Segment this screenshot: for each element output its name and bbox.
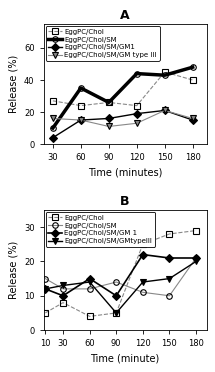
Line: EggPC/Chol/SM/GMtypeIII: EggPC/Chol/SM/GMtypeIII: [42, 258, 200, 317]
EggPC/Chol: [168, 232, 171, 236]
Line: EggPC/Chol: EggPC/Chol: [50, 69, 195, 108]
Text: B: B: [120, 195, 130, 208]
X-axis label: Time (minutes): Time (minutes): [88, 168, 162, 178]
EggPC/Chol: [108, 100, 110, 105]
Y-axis label: Release (%): Release (%): [8, 55, 18, 113]
EggPC/Chol/SM/GM 1: [44, 287, 47, 291]
EggPC/Chol/SM/GM 1: [115, 294, 118, 298]
EggPC/Chol: [135, 103, 138, 108]
EggPC/Chol/SM/GMtypeIII: [115, 311, 118, 315]
EggPC/Chol/SM: [88, 287, 91, 291]
EggPC/Chol: [141, 242, 144, 247]
EggPC/Chol/SM/GM type III: [135, 121, 138, 125]
EggPC/Chol/SM/GMtypeIII: [62, 283, 64, 288]
EggPC/Chol/SM: [62, 287, 64, 291]
Line: EggPC/Chol/SM: EggPC/Chol/SM: [50, 64, 195, 131]
EggPC/Chol: [163, 70, 166, 74]
EggPC/Chol/SM: [115, 280, 118, 284]
EggPC/Chol/SM/GM type III: [108, 124, 110, 129]
EggPC/Chol/SM: [191, 65, 194, 70]
EggPC/Chol/SM/GMtypeIII: [141, 280, 144, 284]
EggPC/Chol/SM/GM type III: [163, 108, 166, 113]
Line: EggPC/Chol/SM/GM1: EggPC/Chol/SM/GM1: [50, 108, 195, 141]
X-axis label: Time (minute): Time (minute): [91, 354, 160, 364]
EggPC/Chol/SM/GM 1: [62, 294, 64, 298]
EggPC/Chol/SM: [168, 294, 171, 298]
EggPC/Chol/SM: [80, 86, 82, 90]
EggPC/Chol: [80, 103, 82, 108]
EggPC/Chol/SM/GMtypeIII: [44, 287, 47, 291]
EggPC/Chol: [62, 300, 64, 305]
EggPC/Chol: [44, 311, 47, 315]
Legend: EggPC/Chol, EggPC/Chol/SM, EggPC/Chol/SM/GM 1, EggPC/Chol/SM/GMtypeIII: EggPC/Chol, EggPC/Chol/SM, EggPC/Chol/SM…: [46, 212, 155, 247]
EggPC/Chol/SM/GMtypeIII: [195, 259, 197, 264]
EggPC/Chol/SM/GM 1: [88, 276, 91, 281]
EggPC/Chol: [195, 228, 197, 233]
EggPC/Chol/SM/GM type III: [52, 116, 54, 121]
EggPC/Chol/SM/GM1: [80, 118, 82, 122]
Line: EggPC/Chol/SM: EggPC/Chol/SM: [43, 255, 199, 299]
Y-axis label: Release (%): Release (%): [8, 241, 18, 299]
Text: A: A: [120, 9, 130, 22]
Line: EggPC/Chol: EggPC/Chol: [43, 228, 199, 319]
EggPC/Chol/SM/GM 1: [141, 252, 144, 257]
Line: EggPC/Chol/SM/GM type III: EggPC/Chol/SM/GM type III: [49, 107, 196, 130]
EggPC/Chol/SM: [135, 71, 138, 76]
EggPC/Chol/SM: [44, 276, 47, 281]
EggPC/Chol/SM/GM1: [108, 116, 110, 121]
Legend: EggPC/Chol, EggPC/Chol/SM, EggPC/Chol/SM/GM1, EggPC/Chol/SM/GM type III: EggPC/Chol, EggPC/Chol/SM, EggPC/Chol/SM…: [46, 26, 160, 61]
EggPC/Chol/SM: [163, 73, 166, 77]
EggPC/Chol/SM/GM1: [52, 135, 54, 140]
EggPC/Chol: [115, 311, 118, 315]
EggPC/Chol/SM: [108, 100, 110, 105]
EggPC/Chol/SM/GM1: [191, 118, 194, 122]
EggPC/Chol: [191, 78, 194, 82]
EggPC/Chol/SM/GMtypeIII: [88, 280, 91, 284]
EggPC/Chol/SM/GM 1: [195, 256, 197, 260]
EggPC/Chol: [52, 99, 54, 103]
EggPC/Chol/SM/GM type III: [191, 116, 194, 121]
EggPC/Chol/SM/GM 1: [168, 256, 171, 260]
EggPC/Chol/SM/GMtypeIII: [168, 276, 171, 281]
EggPC/Chol/SM: [52, 126, 54, 130]
EggPC/Chol/SM/GM type III: [80, 118, 82, 122]
EggPC/Chol/SM: [195, 256, 197, 260]
EggPC/Chol/SM: [141, 290, 144, 295]
EggPC/Chol/SM/GM1: [163, 108, 166, 113]
EggPC/Chol/SM/GM1: [135, 112, 138, 116]
Line: EggPC/Chol/SM/GM 1: EggPC/Chol/SM/GM 1: [43, 252, 199, 299]
EggPC/Chol: [88, 314, 91, 318]
